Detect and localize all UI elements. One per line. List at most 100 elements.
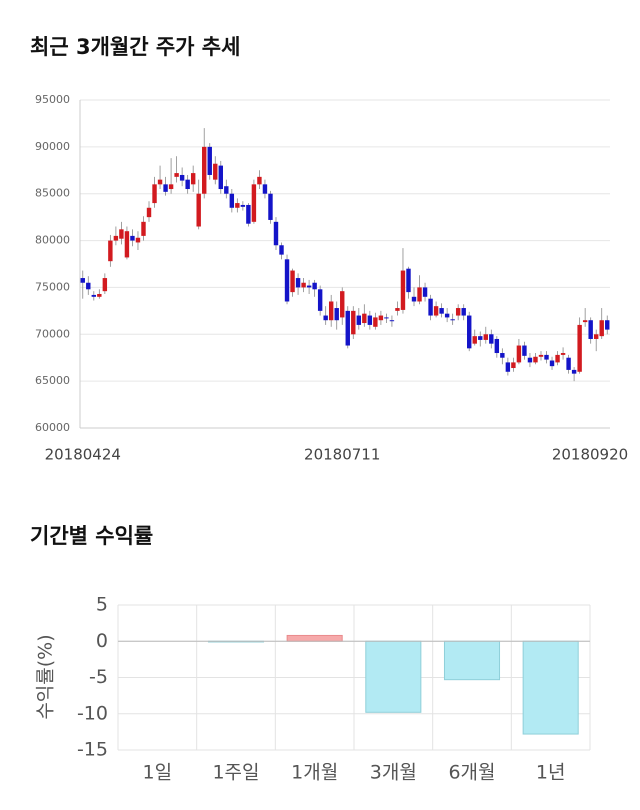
candle-body [522,345,527,356]
candle-body [384,317,389,319]
candle-body [599,320,604,337]
candle-body [240,204,246,207]
y-axis-label: 수익률(%) [35,634,57,719]
candle-body [356,315,362,325]
candle-body [174,173,179,177]
candle-body [257,176,262,185]
candle-body [301,282,306,288]
candle-body [582,320,588,323]
candle-body [163,184,168,192]
candle-body [494,338,500,354]
y-tick-label: 70000 [35,327,70,340]
y-tick-label: 5 [96,594,108,616]
candle-body [130,235,135,241]
x-tick-label: 3개월 [370,762,417,784]
candle-body [544,354,549,360]
candle-body [168,184,174,190]
y-tick-label: 75000 [35,280,70,293]
candle-body [461,308,466,316]
y-tick-label: 80000 [35,234,70,247]
candle-body [439,308,444,314]
candle-body [323,315,328,321]
x-tick-label: 1개월 [291,762,338,784]
candle-body [422,287,428,297]
candle-body [113,235,119,241]
candle-body [351,310,356,335]
candle-body [152,184,157,204]
y-tick-label: 65000 [35,374,70,387]
bar [443,640,501,681]
x-tick-label: 20180424 [45,446,121,464]
chart-title: 기간별 수익률 [30,524,153,548]
candle-body [328,301,334,321]
candle-body [577,324,582,372]
candle-body [527,357,533,363]
candle-body [224,186,229,194]
candle-body [362,313,367,324]
candle-body [400,270,406,310]
candle-body [124,231,130,258]
candle-body [97,293,102,297]
candle-body [455,308,461,316]
x-tick-label: 20180920 [552,446,628,464]
candle-body [450,319,455,321]
candle-body [229,193,235,208]
candle-body [467,315,472,349]
candle-body [345,310,350,346]
candle-body [246,204,251,224]
candle-body [91,294,97,297]
candle-body [135,237,141,243]
y-tick-label: -5 [89,666,108,688]
bar [365,640,422,713]
candle-body [478,336,483,340]
x-tick-label: 1주일 [212,762,259,784]
candle-body [213,163,218,180]
candle-body [406,268,411,293]
bar [286,634,343,642]
x-tick-label: 20180711 [304,446,380,464]
candle-body [80,278,85,283]
candle-body [157,179,163,185]
candle-body [389,320,395,322]
y-tick-label: 95000 [35,93,70,106]
candle-body [290,270,295,293]
candle-body [179,174,185,181]
y-tick-label: 85000 [35,187,70,200]
candle-body [428,298,433,316]
candle-body [511,362,516,369]
candle-body [235,203,240,208]
candle-body [538,354,544,357]
candle-body [218,165,223,190]
candle-body [593,334,599,339]
candle-body [378,315,384,321]
candle-body [395,308,400,311]
candle-body [560,353,566,355]
candle-body [549,360,555,367]
candle-body [605,320,610,330]
candle-body [433,306,439,316]
x-tick-label: 1년 [536,762,566,784]
candle-body [483,334,488,340]
candle-body [102,278,108,292]
candle-body [284,259,290,302]
candle-body [273,221,279,246]
candle-body [196,193,201,227]
candle-body [185,179,190,190]
y-tick-label: -10 [77,702,108,724]
x-tick-label: 1일 [143,762,173,784]
candle-body [500,353,505,358]
y-tick-label: 0 [96,630,108,652]
candle-body [588,320,593,339]
candle-body [119,229,124,239]
candle-body [417,287,422,302]
candle-body [444,313,450,318]
candle-body [334,308,339,321]
candle-body [571,369,577,374]
y-tick-label: 60000 [35,421,70,434]
candle-body [279,245,284,255]
y-tick-label: 90000 [35,140,70,153]
candle-body [472,336,477,344]
candle-body [146,207,152,218]
candle-body [411,296,417,302]
